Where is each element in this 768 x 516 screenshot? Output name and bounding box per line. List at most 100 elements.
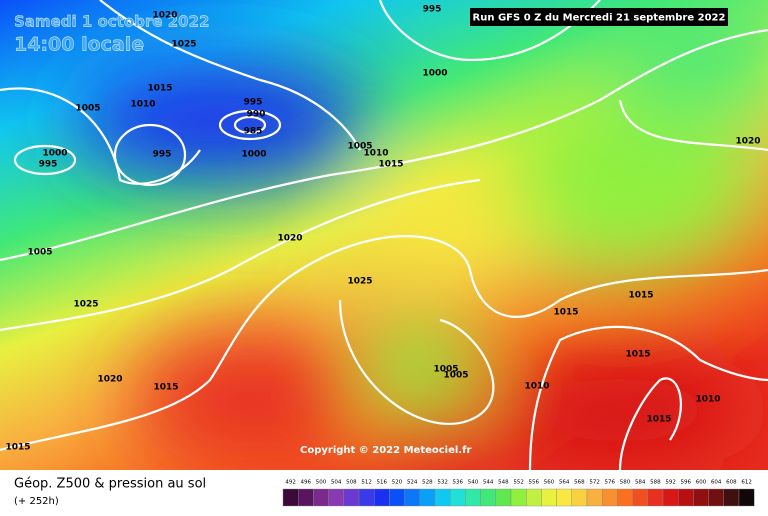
- isobar-label: 1015: [625, 350, 650, 360]
- isobar-label: 1020: [97, 375, 122, 385]
- scale-swatch: [738, 488, 755, 507]
- color-scale: 492 496 500 504 508 512 516 520 524 528 532 536 540 5…: [282, 480, 755, 507]
- isobar-label: 1020: [277, 234, 302, 244]
- isobar-label: 995: [244, 98, 263, 108]
- scale-label: 608: [726, 480, 737, 486]
- scale-swatch: [723, 488, 740, 507]
- scale-swatch: [495, 488, 512, 507]
- scale-label: 564: [559, 480, 570, 486]
- scale-label: 524: [407, 480, 418, 486]
- scale-swatch: [678, 488, 694, 507]
- scale-label: 572: [589, 480, 600, 486]
- scale-label: 516: [377, 480, 388, 486]
- scale-label: 504: [331, 480, 342, 486]
- isobar-label: 1020: [152, 11, 177, 21]
- scale-label: 604: [711, 480, 722, 486]
- isobar-label: 1025: [73, 300, 98, 310]
- scale-label: 520: [392, 480, 403, 486]
- isobar-label: 995: [423, 5, 442, 15]
- isobar-label: 1000: [42, 149, 67, 159]
- isobar-label: 1015: [5, 443, 30, 453]
- isobar-label: 1000: [422, 69, 447, 79]
- scale-swatch: [389, 488, 405, 507]
- scale-label: 588: [650, 480, 661, 486]
- isobar-label: 1015: [147, 84, 172, 94]
- isobar-label: 1005: [27, 248, 52, 258]
- scale-label: 528: [422, 480, 433, 486]
- scale-swatch: [343, 488, 360, 507]
- isobar-label: 990: [247, 110, 266, 120]
- scale-swatch: [282, 488, 299, 507]
- scale-swatch: [693, 488, 709, 507]
- scale-swatch: [662, 488, 679, 507]
- copyright: Copyright © 2022 Meteociel.fr: [300, 445, 471, 456]
- scale-swatch: [647, 488, 664, 507]
- isobar-label: 1015: [378, 160, 403, 170]
- isobar-labels: 1020 995 1025 1000 1015 1005 1010 995 990 985 1000…: [5, 5, 760, 453]
- scale-label: 552: [513, 480, 524, 486]
- scale-label: 496: [301, 480, 312, 486]
- isobar-label: 1015: [153, 383, 178, 393]
- scale-label: 512: [361, 480, 372, 486]
- scale-swatch: [586, 488, 603, 507]
- isobar-label: 1010: [363, 149, 388, 159]
- scale-swatch: [708, 488, 724, 507]
- scale-label: 500: [316, 480, 327, 486]
- isobar-label: 1000: [241, 150, 266, 160]
- scale-label: 576: [605, 480, 616, 486]
- scale-label: 540: [468, 480, 479, 486]
- isobar-label: 1015: [553, 308, 578, 318]
- scale-swatch: [541, 488, 557, 507]
- local-time: 14:00 locale: [14, 34, 144, 56]
- isobar-label: 1010: [524, 382, 549, 392]
- scale-swatch: [510, 488, 527, 507]
- scale-swatch: [571, 488, 588, 507]
- scale-label: 544: [483, 480, 494, 486]
- isobar-label: 1005: [433, 365, 458, 375]
- scale-swatch: [374, 488, 390, 507]
- isobar-label: 1025: [347, 277, 372, 287]
- scale-label: 560: [544, 480, 555, 486]
- isobar-label: 995: [39, 160, 58, 170]
- valid-date: Samedi 1 octobre 2022: [14, 13, 209, 31]
- scale-swatch: [465, 488, 481, 507]
- scale-swatch: [358, 488, 375, 507]
- height-field: [70, 10, 768, 470]
- scale-label: 532: [437, 480, 448, 486]
- isobar-label: 1020: [735, 137, 760, 147]
- scale-label: 592: [665, 480, 676, 486]
- scale-swatch: [617, 488, 633, 507]
- scale-label: 596: [681, 480, 692, 486]
- scale-label: 508: [346, 480, 357, 486]
- scale-swatch: [298, 488, 314, 507]
- scale-swatch: [602, 488, 618, 507]
- scale-label: 612: [741, 480, 752, 486]
- scale-swatch: [328, 488, 345, 507]
- scale-swatch: [313, 488, 329, 507]
- isobar-label: 1025: [171, 40, 196, 50]
- isobar-label: 1015: [646, 415, 671, 425]
- isobar-label: 1010: [130, 100, 155, 110]
- scale-swatch: [419, 488, 436, 507]
- scale-label: 568: [574, 480, 585, 486]
- scale-label: 600: [696, 480, 707, 486]
- footer-title: Géop. Z500 & pression au sol: [14, 477, 206, 492]
- run-info: Run GFS 0 Z du Mercredi 21 septembre 202…: [473, 13, 726, 24]
- isobar-label: 985: [244, 127, 263, 137]
- isobar-label: 1015: [628, 291, 653, 301]
- isobar-label: 995: [153, 150, 172, 160]
- scale-swatch: [556, 488, 572, 507]
- scale-swatch: [632, 488, 648, 507]
- isobars: [0, 0, 768, 470]
- forecast-lead: (+ 252h): [14, 496, 59, 507]
- scale-label: 548: [498, 480, 509, 486]
- isobar-label: 1010: [695, 395, 720, 405]
- scale-label: 580: [620, 480, 631, 486]
- scale-label: 492: [285, 480, 296, 486]
- scale-swatch: [526, 488, 542, 507]
- scale-label: 536: [453, 480, 464, 486]
- scale-swatch: [404, 488, 421, 507]
- scale-swatch: [450, 488, 466, 507]
